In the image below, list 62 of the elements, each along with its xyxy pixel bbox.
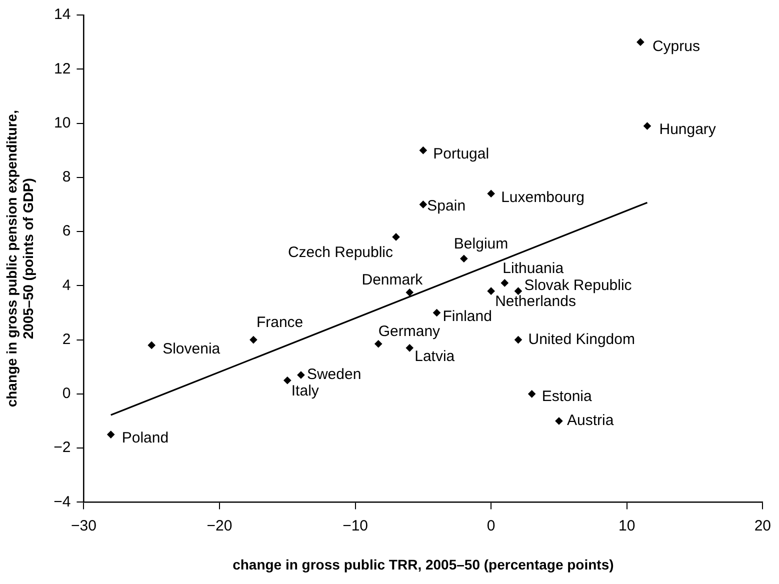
point [419, 146, 427, 154]
annotation: Lithuania [502, 260, 564, 278]
point [392, 233, 400, 241]
annotation: United Kingdom [528, 330, 635, 348]
point [419, 200, 427, 208]
point [528, 390, 536, 398]
x-tick-label: −30 [70, 517, 96, 534]
annotation: Sweden [306, 366, 362, 384]
annotation: Denmark [362, 272, 424, 289]
point [406, 344, 414, 352]
annotation: Slovak Republic [524, 277, 632, 294]
point [500, 279, 508, 287]
point [487, 287, 495, 295]
y-tick-label: −2 [54, 439, 71, 456]
y-tick-label: −4 [54, 493, 71, 510]
annotation: Netherlands [495, 293, 576, 310]
point [514, 287, 522, 295]
point [644, 122, 651, 130]
annotation: Italy [291, 382, 320, 400]
annotation: Czech Republic [288, 244, 394, 262]
annotation: Latvia [414, 348, 456, 366]
x-tick-label: 0 [486, 517, 496, 534]
point [555, 417, 563, 425]
annotation: Luxembourg [501, 188, 584, 206]
annotation: Poland [122, 430, 169, 447]
point [433, 309, 440, 316]
y-tick-label: 2 [62, 330, 71, 348]
annotation: Finland [442, 308, 492, 325]
y-axis-title: change in gross public pension expenditure, 2005–50 (points of GDP) [3, 110, 36, 408]
annotation: Hungary [659, 121, 716, 138]
y-tick-label: 4 [62, 276, 71, 294]
annotation: Spain [427, 198, 466, 215]
y-tick-label: 14 [54, 6, 71, 24]
point [636, 38, 644, 46]
y-tick-label: 12 [54, 60, 71, 78]
y-tick-label: 6 [62, 222, 71, 240]
point [107, 430, 115, 438]
point [487, 190, 495, 198]
point [250, 336, 258, 344]
point [406, 288, 414, 296]
annotation: France [256, 314, 304, 331]
x-tick-label: −10 [342, 517, 368, 534]
x-tick-label: −20 [206, 517, 232, 534]
annotation: Portugal [433, 145, 490, 162]
point [148, 342, 156, 349]
point [460, 254, 468, 262]
y-tick-label: 0 [62, 385, 71, 402]
annotation: Austria [566, 412, 614, 430]
point [374, 340, 382, 348]
y-tick-label: 10 [54, 114, 71, 132]
y-tick-label: 8 [62, 168, 71, 186]
x-tick-label: 10 [618, 517, 636, 534]
annotation: Germany [378, 323, 441, 340]
point [284, 376, 292, 384]
point [514, 336, 522, 344]
annotation: Slovenia [162, 340, 221, 358]
point [297, 371, 305, 379]
x-axis-title: change in gross public TRR, 2005–50 (percentage points) [232, 556, 614, 572]
annotation: Belgium [454, 236, 508, 253]
x-tick-label: 20 [754, 517, 771, 534]
annotation: Cyprus [652, 38, 700, 56]
annotation: Estonia [542, 388, 592, 406]
